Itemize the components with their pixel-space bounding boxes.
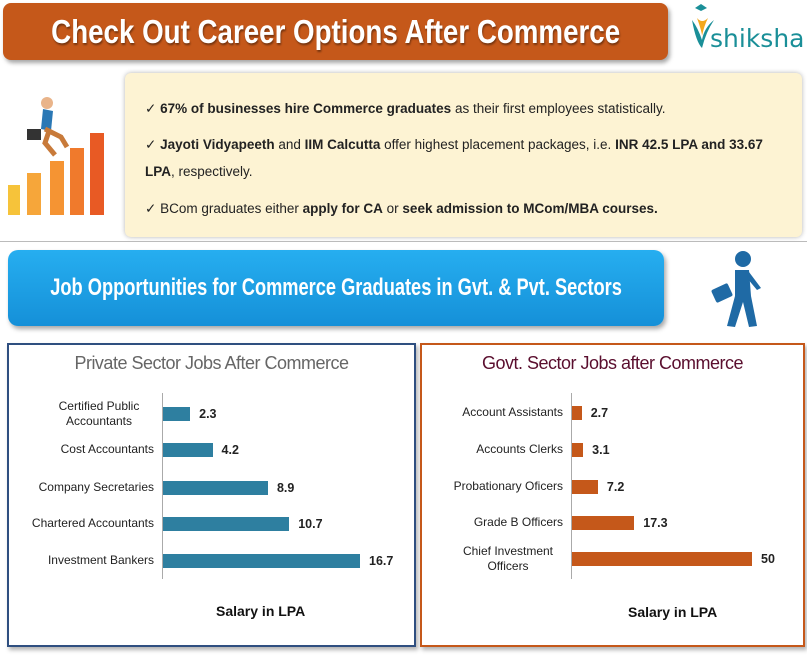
bold-text: apply for CA [302, 201, 383, 216]
data-label: 16.7 [369, 554, 394, 568]
category-label: Chief Investment Officers [462, 544, 554, 573]
highlight-item: ✓ Jayoti Vidyapeeth and IIM Calcutta off… [145, 137, 763, 179]
category-label: Account Assistants [462, 405, 563, 419]
section-banner: Job Opportunities for Commerce Graduates… [8, 250, 664, 326]
category-label: Company Secretaries [38, 480, 154, 494]
chart-title: Private Sector Jobs After Commerce [74, 353, 349, 373]
highlight-text: Jayoti Vidyapeeth and IIM Calcutta offer… [145, 137, 763, 179]
data-label: 17.3 [643, 516, 668, 530]
bold-text: IIM Calcutta [304, 137, 381, 152]
logo-text: shiksha [710, 24, 805, 53]
govt-sector-chart: Govt. Sector Jobs after Commerce Salary … [420, 343, 805, 647]
bar [163, 407, 191, 421]
divider [0, 241, 807, 242]
highlight-item: ✓ 67% of businesses hire Commerce gradua… [145, 101, 666, 116]
data-label: 50 [761, 552, 775, 566]
data-label: 3.1 [592, 443, 610, 457]
text: BCom graduates either [160, 201, 303, 216]
data-label: 7.2 [606, 480, 625, 494]
data-label: 10.7 [298, 517, 323, 531]
text: and [274, 137, 305, 152]
y-axis-line [571, 393, 572, 579]
data-label: 2.7 [590, 406, 609, 420]
bar [572, 552, 752, 566]
y-axis-line [162, 393, 163, 579]
section-title: Job Opportunities for Commerce Graduates… [50, 274, 622, 301]
chart-title: Govt. Sector Jobs after Commerce [481, 353, 744, 373]
category-label: Accounts Clerks [476, 442, 563, 456]
x-axis-label: Salary in LPA [628, 604, 718, 620]
text: , respectively. [171, 164, 253, 179]
category-label: Certified Public Accountants [58, 399, 140, 428]
highlight-text: BCom graduates either apply for CA or se… [160, 201, 658, 216]
bar [572, 443, 584, 457]
growth-chart-person-illustration [8, 97, 104, 215]
bar [163, 481, 268, 495]
data-label: 4.2 [221, 443, 239, 457]
text: as their first employees statistically. [451, 101, 666, 116]
bar [163, 517, 290, 531]
category-label: Chartered Accountants [31, 516, 154, 530]
bar [163, 443, 213, 457]
bold-text: seek admission to MCom/MBA courses. [402, 201, 658, 216]
bold-text: 67% of businesses hire Commerce graduate… [160, 101, 452, 116]
bar [572, 480, 598, 494]
category-label: Cost Accountants [60, 442, 154, 456]
page-title: Check Out Career Options After Commerce [51, 12, 620, 50]
category-label: Grade B Officers [473, 515, 563, 529]
logo-mark-icon [692, 4, 714, 48]
data-label: 2.3 [199, 407, 217, 421]
highlight-item: ✓ BCom graduates either apply for CA or … [145, 201, 658, 216]
header-banner: Check Out Career Options After Commerce [3, 3, 668, 60]
walking-businessman-icon [711, 251, 761, 327]
bold-text: Jayoti Vidyapeeth [160, 137, 275, 152]
private-sector-chart: Private Sector Jobs After Commerce Salar… [7, 343, 416, 647]
category-label: Probationary Oficers [453, 479, 563, 493]
bold-text: INR 42.5 LPA and 33.67 LPA [145, 137, 763, 179]
bar [572, 406, 582, 420]
highlight-text: 67% of businesses hire Commerce graduate… [160, 101, 665, 116]
bar [163, 554, 360, 568]
shiksha-logo: shiksha [686, 2, 804, 57]
x-axis-label: Salary in LPA [216, 603, 306, 619]
text: or [382, 201, 403, 216]
text: offer highest placement packages, i.e. [380, 137, 616, 152]
highlights-box: ✓ 67% of businesses hire Commerce gradua… [125, 73, 802, 237]
data-label: 8.9 [276, 481, 295, 495]
bar [572, 516, 635, 530]
category-label: Investment Bankers [47, 553, 154, 567]
